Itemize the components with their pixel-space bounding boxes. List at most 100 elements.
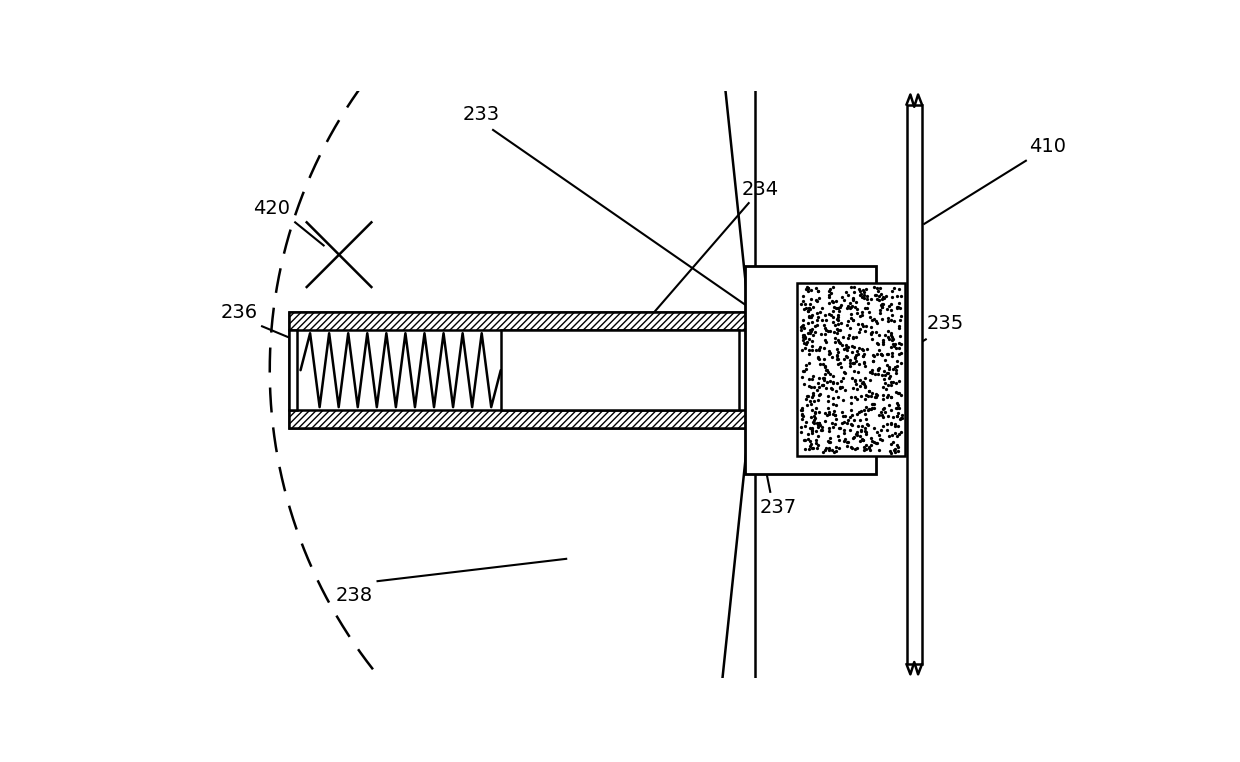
- Point: [818, 289, 838, 301]
- Point: [802, 335, 822, 347]
- Point: [828, 334, 848, 346]
- Point: [889, 387, 909, 399]
- Point: [868, 364, 888, 376]
- Point: [841, 397, 861, 409]
- Point: [843, 294, 863, 306]
- Point: [796, 363, 816, 376]
- Point: [797, 280, 817, 293]
- Point: [852, 420, 872, 432]
- Point: [849, 323, 869, 335]
- Point: [856, 283, 875, 295]
- Point: [857, 426, 877, 438]
- Point: [844, 431, 864, 443]
- Point: [887, 430, 906, 442]
- Point: [847, 383, 867, 395]
- Point: [818, 347, 838, 360]
- Point: [831, 299, 851, 312]
- Point: [799, 348, 818, 360]
- Point: [826, 302, 846, 314]
- Point: [797, 327, 817, 339]
- Point: [859, 374, 879, 386]
- Point: [846, 355, 866, 367]
- Point: [801, 293, 821, 306]
- Point: [890, 330, 910, 342]
- Point: [825, 405, 844, 418]
- Point: [820, 432, 839, 444]
- Point: [853, 306, 873, 319]
- Point: [878, 331, 898, 344]
- Point: [792, 290, 812, 302]
- Point: [863, 349, 883, 361]
- Point: [857, 418, 877, 430]
- Point: [794, 378, 813, 390]
- Point: [817, 435, 837, 447]
- Point: [851, 288, 870, 300]
- Point: [884, 446, 904, 458]
- Point: [852, 309, 872, 321]
- Point: [804, 389, 823, 401]
- Point: [795, 434, 815, 446]
- Point: [887, 439, 906, 451]
- Point: [841, 302, 861, 314]
- Point: [797, 336, 817, 348]
- Point: [890, 338, 910, 350]
- Point: [843, 315, 863, 327]
- Point: [822, 417, 842, 429]
- Point: [874, 402, 894, 414]
- Point: [815, 341, 835, 354]
- Point: [882, 350, 901, 362]
- Point: [841, 440, 861, 453]
- Point: [818, 366, 838, 378]
- Point: [854, 348, 874, 360]
- Point: [805, 320, 825, 332]
- Point: [856, 380, 875, 392]
- Point: [851, 435, 870, 447]
- Point: [804, 387, 823, 399]
- Point: [839, 411, 859, 423]
- Point: [882, 347, 901, 359]
- Point: [877, 383, 897, 395]
- Point: [817, 408, 837, 421]
- Point: [823, 421, 843, 434]
- Point: [878, 315, 898, 327]
- Point: [889, 283, 909, 296]
- Point: [800, 324, 820, 336]
- Point: [857, 290, 877, 303]
- Point: [823, 325, 843, 338]
- Point: [887, 410, 906, 422]
- Point: [802, 316, 822, 328]
- Point: [885, 427, 905, 439]
- Point: [822, 443, 842, 456]
- Point: [794, 319, 813, 331]
- Point: [887, 386, 906, 398]
- Point: [873, 293, 893, 306]
- Point: [802, 309, 822, 322]
- Point: [810, 341, 830, 353]
- Point: [866, 368, 885, 380]
- Point: [837, 344, 857, 356]
- Point: [805, 412, 825, 424]
- Point: [888, 399, 908, 411]
- Bar: [501, 330, 739, 410]
- Point: [868, 338, 888, 351]
- Point: [802, 443, 822, 455]
- Point: [818, 389, 838, 402]
- Point: [807, 417, 827, 429]
- Point: [825, 335, 844, 347]
- Point: [882, 418, 901, 431]
- Point: [818, 425, 838, 437]
- Point: [823, 408, 843, 420]
- Point: [880, 392, 900, 404]
- Point: [848, 357, 868, 370]
- Point: [806, 434, 826, 447]
- Point: [828, 391, 848, 403]
- Point: [853, 357, 873, 369]
- Point: [800, 395, 820, 407]
- Point: [802, 328, 822, 341]
- Point: [810, 406, 830, 418]
- Point: [811, 306, 831, 318]
- Point: [852, 343, 872, 355]
- Point: [861, 311, 880, 323]
- Point: [880, 376, 900, 389]
- Point: [844, 443, 864, 456]
